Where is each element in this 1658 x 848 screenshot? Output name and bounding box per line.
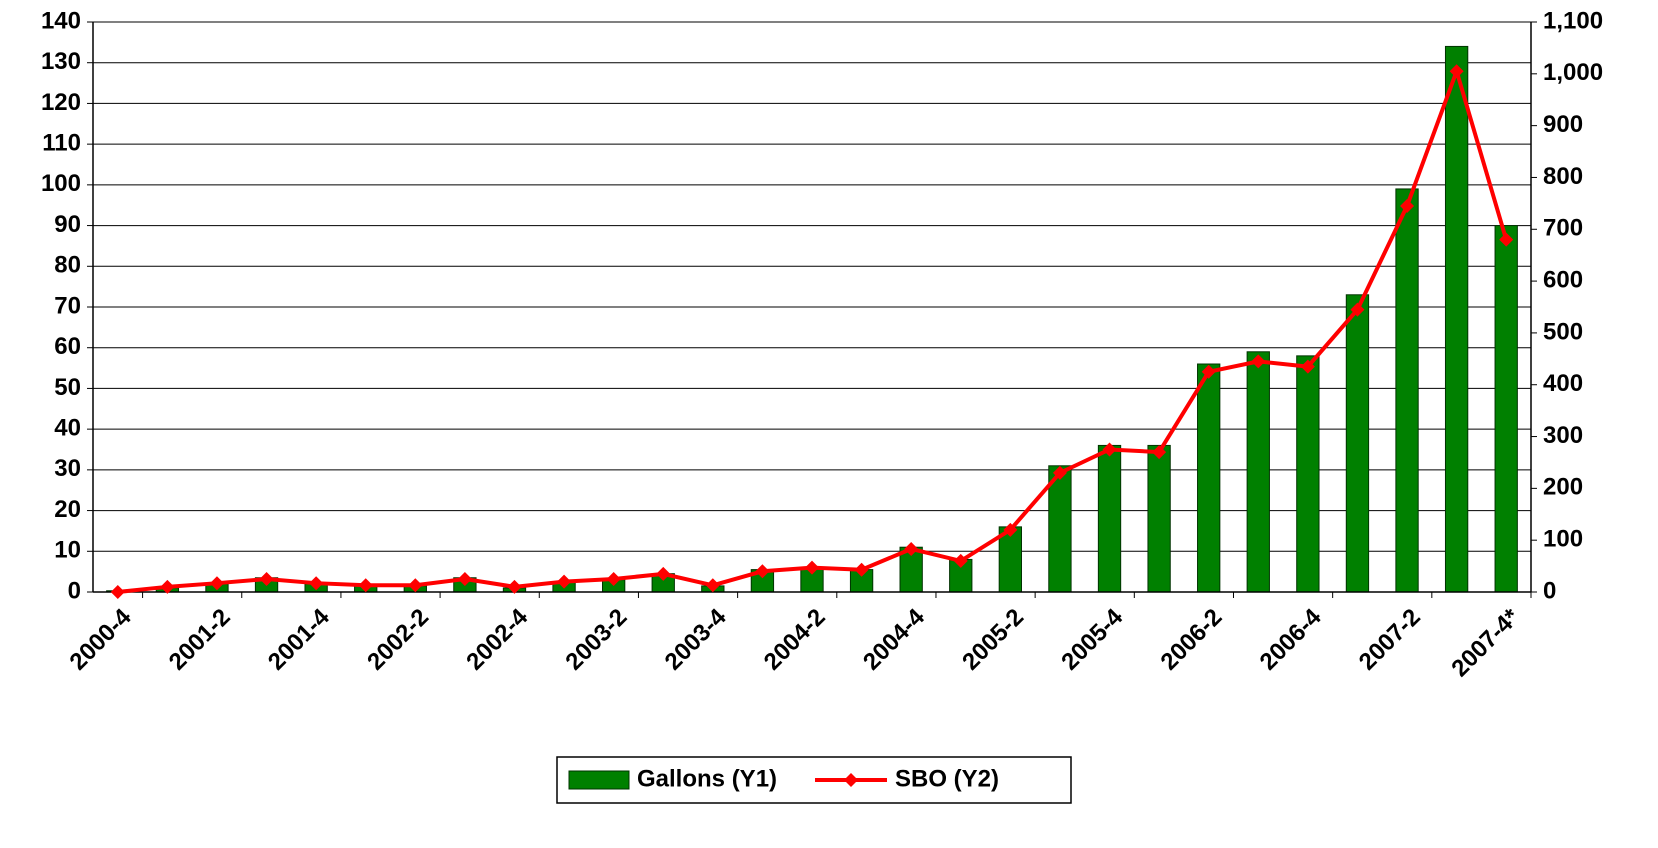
- line-marker: [1251, 354, 1266, 369]
- x-tick-label: 2005-2: [957, 604, 1029, 676]
- y-tick-label: 70: [54, 292, 81, 319]
- y2-tick-label: 300: [1543, 422, 1583, 449]
- y-tick-label: 130: [41, 48, 81, 75]
- y-tick-label: 0: [68, 577, 81, 604]
- line-marker: [1400, 198, 1415, 213]
- line-marker: [606, 572, 621, 587]
- y-tick-label: 140: [41, 7, 81, 34]
- bar: [1345, 294, 1370, 593]
- legend-box: [556, 756, 1072, 804]
- line-marker: [854, 562, 869, 577]
- x-tick-label: 2002-2: [362, 604, 434, 676]
- line-marker: [358, 578, 373, 593]
- y2-tick-label: 200: [1543, 474, 1583, 501]
- line-marker: [110, 585, 125, 599]
- y-tick-label: 20: [54, 496, 81, 523]
- x-tick-label: 2001-4: [263, 603, 335, 675]
- line-marker: [408, 578, 423, 593]
- bar: [1494, 225, 1518, 593]
- y2-tick-label: 700: [1543, 215, 1583, 242]
- y2-tick-label: 900: [1543, 111, 1583, 138]
- bar: [1097, 444, 1122, 593]
- line-marker: [160, 579, 175, 594]
- x-tick-label: 2003-2: [560, 604, 632, 676]
- line-marker: [457, 572, 472, 587]
- bar: [1395, 188, 1419, 593]
- line-marker: [904, 541, 919, 556]
- line-marker: [507, 579, 522, 594]
- line-marker: [557, 574, 572, 589]
- bar: [1147, 444, 1171, 593]
- line-marker: [309, 576, 324, 591]
- x-tick-label: 2005-4: [1056, 603, 1128, 675]
- line-marker: [1102, 442, 1117, 457]
- y-tick-label: 110: [42, 129, 81, 156]
- y-tick-label: 10: [54, 537, 81, 564]
- line-marker: [209, 576, 224, 591]
- legend-label: SBO (Y2): [895, 765, 999, 792]
- bar: [1444, 45, 1469, 593]
- y-tick-label: 50: [54, 374, 81, 401]
- y-tick-label: 120: [41, 89, 81, 116]
- line-marker: [953, 553, 968, 568]
- line-marker: [1003, 522, 1018, 537]
- y-tick-label: 80: [54, 252, 81, 279]
- y2-tick-label: 500: [1543, 318, 1583, 345]
- line-marker: [1152, 445, 1167, 460]
- line-marker: [805, 560, 819, 575]
- y-tick-label: 30: [54, 455, 81, 482]
- x-tick-label: 2001-2: [164, 604, 236, 676]
- line-marker: [1499, 232, 1514, 247]
- bar: [1246, 351, 1270, 593]
- y2-tick-label: 1,100: [1543, 7, 1603, 34]
- y2-tick-label: 0: [1543, 577, 1556, 604]
- x-tick-label: 2000-4: [65, 603, 137, 675]
- line-marker: [259, 572, 274, 587]
- legend-label: Gallons (Y1): [637, 765, 777, 792]
- bar: [1296, 355, 1320, 593]
- legend-marker: [844, 773, 858, 787]
- y2-tick-label: 100: [1543, 526, 1583, 553]
- line-marker: [1201, 364, 1216, 379]
- y-tick-label: 90: [54, 211, 81, 238]
- line-marker: [755, 564, 770, 579]
- y2-tick-label: 800: [1543, 163, 1583, 190]
- line-marker: [656, 566, 671, 581]
- x-tick-label: 2003-4: [660, 603, 732, 675]
- x-tick-label: 2002-4: [461, 603, 533, 675]
- line-marker: [705, 578, 720, 593]
- line-marker: [1300, 359, 1315, 374]
- x-tick-label: 2004-4: [858, 603, 930, 675]
- y-tick-label: 100: [41, 170, 81, 197]
- line-marker: [1350, 302, 1365, 317]
- y-tick-label: 60: [54, 333, 81, 360]
- line-marker: [1449, 64, 1464, 79]
- x-tick-label: 2004-2: [759, 604, 831, 676]
- x-tick-label: 2006-4: [1255, 603, 1327, 675]
- y2-tick-label: 600: [1543, 266, 1583, 293]
- line-marker: [1052, 465, 1067, 480]
- y2-tick-label: 1,000: [1543, 59, 1603, 86]
- x-tick-label: 2007-2: [1354, 604, 1426, 676]
- bar: [1197, 363, 1221, 593]
- legend-swatch: [568, 770, 630, 790]
- x-tick-label: 2006-2: [1155, 604, 1227, 676]
- x-tick-label: 2007-4*: [1446, 603, 1525, 682]
- y-tick-label: 40: [54, 414, 81, 441]
- y2-tick-label: 400: [1543, 370, 1583, 397]
